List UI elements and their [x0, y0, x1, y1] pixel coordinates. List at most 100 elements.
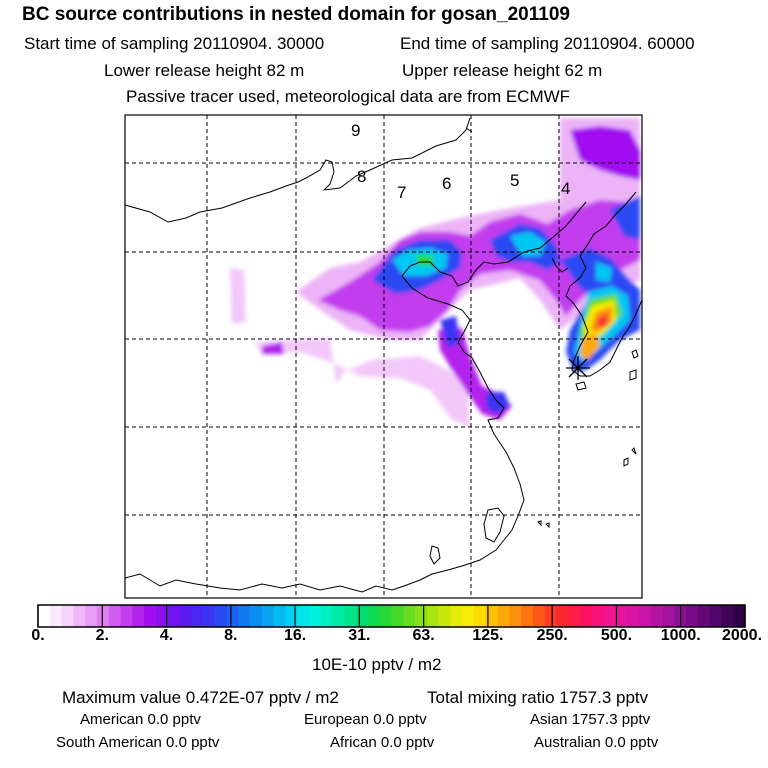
- african-label: African 0.0 pptv: [330, 734, 435, 751]
- colorbar-cell: [214, 605, 228, 627]
- release-site-marker: [566, 356, 590, 380]
- colorbar-cell: [709, 605, 723, 627]
- colorbar-tick-label: 16.: [283, 627, 307, 644]
- colorbar-tick-label: 31.: [348, 627, 371, 644]
- colorbar-tick-label: 8.: [224, 627, 238, 644]
- plume-cyan: [510, 232, 546, 256]
- colorbar-cell: [733, 605, 746, 627]
- border-line: [125, 117, 471, 223]
- coast-line: [551, 257, 569, 273]
- colorbar-cell: [38, 605, 51, 627]
- colorbar-cell: [297, 605, 310, 627]
- colorbar-cell: [497, 605, 510, 627]
- colorbar-cell: [521, 605, 534, 627]
- plume-blue: [610, 196, 640, 240]
- max-value-label: Maximum value 0.472E-07 pptv / m2: [62, 688, 339, 707]
- colorbar-cell: [686, 605, 699, 627]
- american-label: American 0.0 pptv: [80, 711, 201, 728]
- colorbar-cell: [473, 605, 487, 627]
- colorbar-cell: [650, 605, 664, 627]
- colorbar-cell: [450, 605, 463, 627]
- colorbar-tick-label: 0.: [31, 627, 45, 644]
- island: [629, 369, 637, 381]
- colorbar-cell: [415, 605, 428, 627]
- start-time-label: Start time of sampling 20110904. 30000: [24, 34, 325, 53]
- map-grid: [125, 115, 642, 598]
- colorbar-tick-label: 2.: [95, 627, 109, 644]
- colorbar-cell: [697, 605, 711, 627]
- tracer-label: Passive tracer used, meteorological data…: [126, 87, 571, 106]
- coast-line: [125, 201, 587, 593]
- island: [631, 447, 637, 455]
- colorbar: [37, 604, 746, 628]
- colorbar-cell: [391, 605, 404, 627]
- map-label: 4: [561, 179, 571, 198]
- map-label: 5: [510, 171, 520, 190]
- colorbar-cell: [568, 605, 581, 627]
- colorbar-cell: [120, 605, 133, 627]
- colorbar-tick-label: 500.: [600, 627, 633, 644]
- concentration-field: [230, 118, 640, 428]
- map-label: 6: [442, 174, 452, 193]
- coastlines: [125, 117, 642, 593]
- colorbar-cells: [38, 605, 746, 627]
- colorbar-cell: [544, 605, 558, 627]
- colorbar-cell: [85, 605, 98, 627]
- map-label: 8: [357, 167, 367, 186]
- colorbar-cell: [273, 605, 287, 627]
- colorbar-tick-label: 250.: [536, 627, 568, 644]
- colorbar-cell: [261, 605, 275, 627]
- colorbar-cell: [662, 605, 675, 627]
- colorbar-cell: [438, 605, 452, 627]
- plume-light: [230, 268, 246, 324]
- chart-title: BC source contributions in nested domain…: [22, 4, 570, 25]
- lower-release-label: Lower release height 82 m: [104, 61, 305, 80]
- colorbar-cell: [191, 605, 204, 627]
- european-label: European 0.0 pptv: [304, 711, 427, 728]
- colorbar-cell: [627, 605, 640, 627]
- colorbar-cell: [580, 605, 593, 627]
- colorbar-cell: [61, 605, 74, 627]
- island: [575, 381, 587, 391]
- colorbar-tick-label: 125.: [472, 627, 504, 644]
- colorbar-cell: [485, 605, 499, 627]
- colorbar-cell: [638, 605, 652, 627]
- colorbar-cell: [285, 605, 298, 627]
- map-label: 9: [351, 121, 361, 140]
- plume-violet: [262, 342, 284, 354]
- colorbar-cell: [73, 605, 86, 627]
- colorbar-tick-label: 4.: [159, 627, 174, 644]
- island: [483, 507, 505, 543]
- south-american-label: South American 0.0 pptv: [56, 734, 220, 751]
- plume-violet: [570, 126, 640, 180]
- colorbar-cell: [556, 605, 569, 627]
- plume-cyan: [596, 262, 612, 282]
- end-time-label: End time of sampling 20110904. 60000: [400, 34, 695, 53]
- border-line: [465, 127, 473, 133]
- plume-red: [598, 314, 608, 328]
- island: [537, 520, 542, 527]
- map-plot: [124, 114, 643, 599]
- colorbar-cell: [403, 605, 416, 627]
- colorbar-cell: [167, 605, 180, 627]
- colorbar-cell: [532, 605, 546, 627]
- upper-release-label: Upper release height 62 m: [402, 61, 603, 80]
- colorbar-cell: [462, 605, 475, 627]
- colorbar-cell: [309, 605, 322, 627]
- colorbar-cell: [226, 605, 239, 627]
- map-label: 7: [397, 183, 407, 202]
- island: [631, 349, 639, 359]
- colorbar-cell: [108, 605, 122, 627]
- colorbar-tick-label: 63.: [412, 627, 435, 644]
- colorbar-cell: [603, 605, 616, 627]
- colorbar-cell: [250, 605, 263, 627]
- colorbar-cell: [96, 605, 110, 627]
- colorbar-cell: [379, 605, 393, 627]
- colorbar-cell: [615, 605, 628, 627]
- colorbar-cell: [332, 605, 345, 627]
- colorbar-cell: [367, 605, 381, 627]
- asian-label: Asian 1757.3 pptv: [530, 711, 651, 728]
- colorbar-cell: [49, 605, 63, 627]
- colorbar-frame: [37, 604, 746, 628]
- colorbar-cell: [179, 605, 192, 627]
